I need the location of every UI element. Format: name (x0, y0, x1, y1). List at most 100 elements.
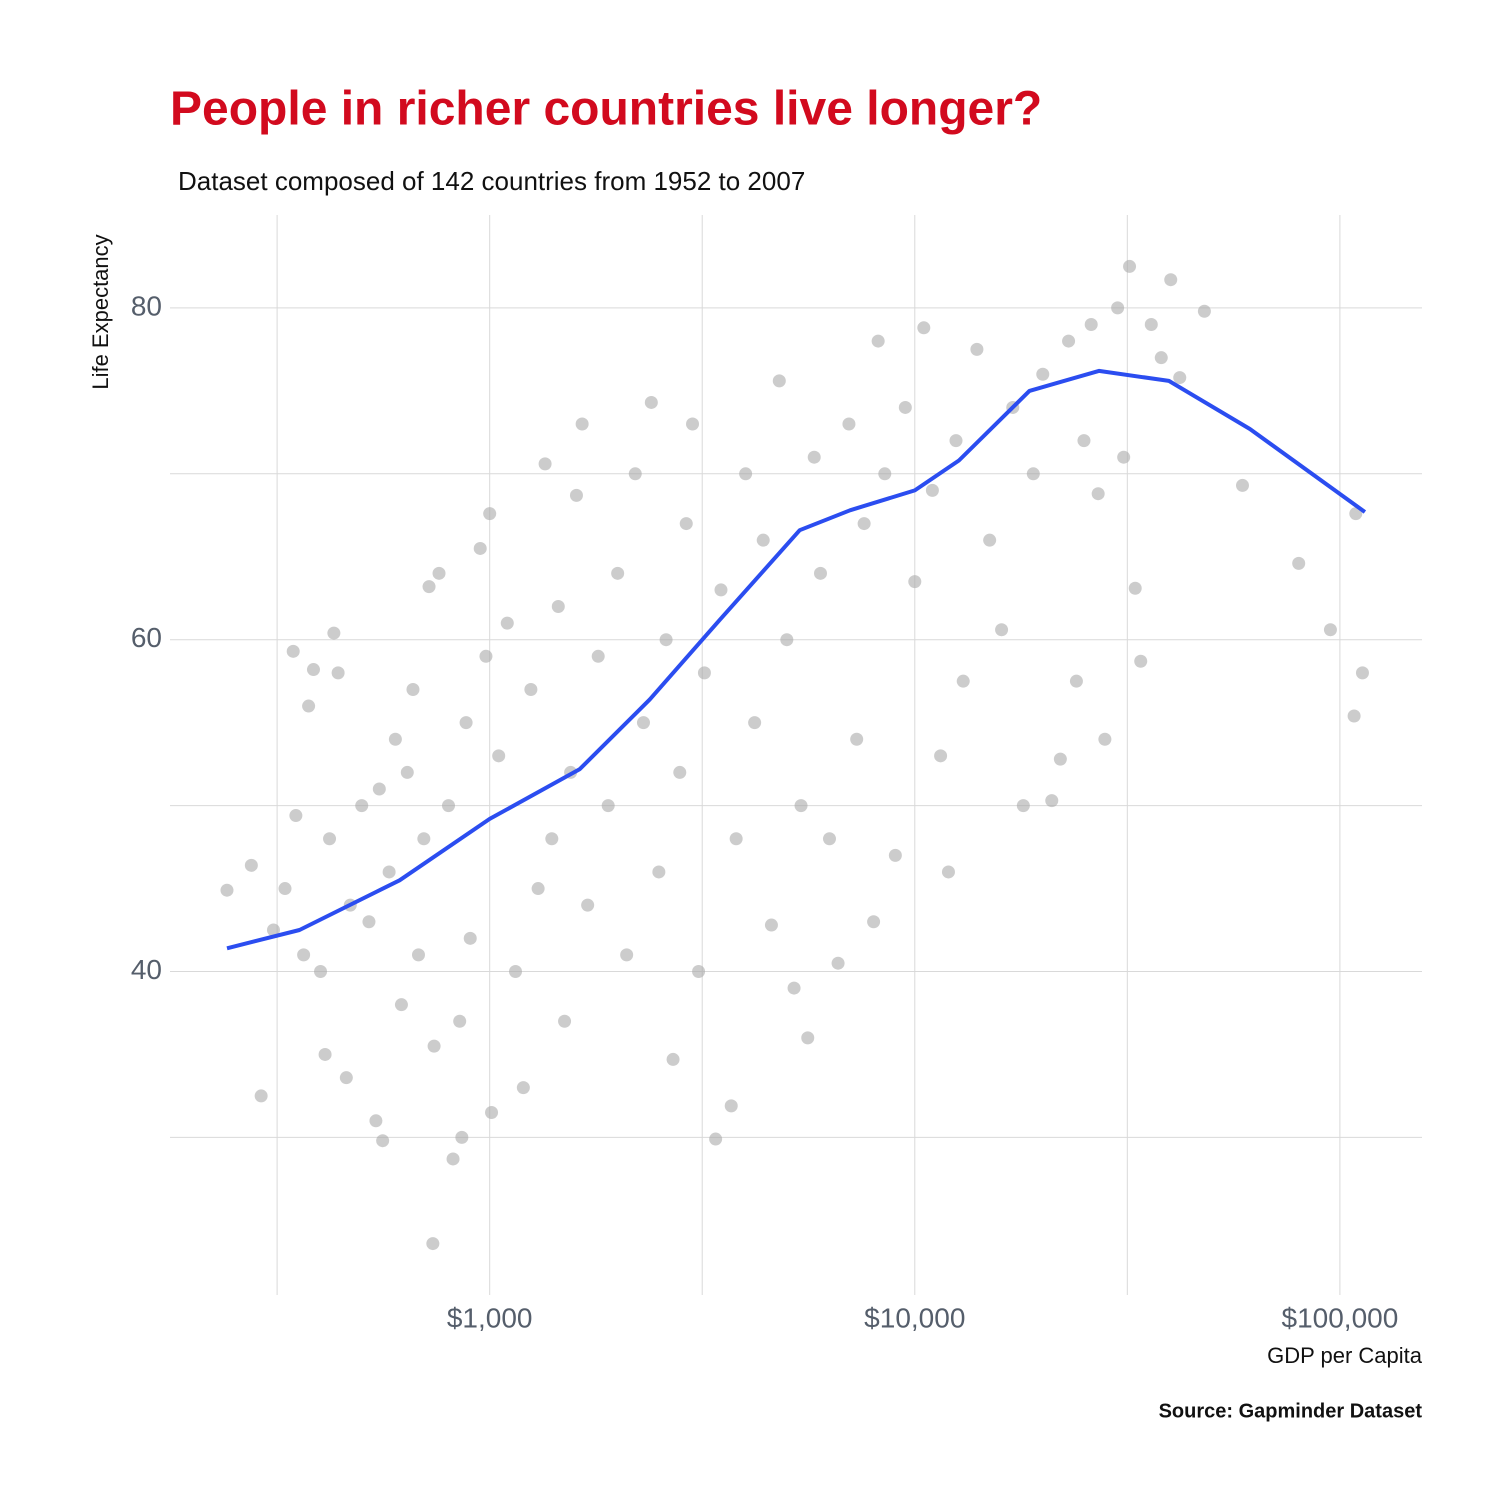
point (908, 575, 922, 589)
point (441, 799, 455, 813)
point (871, 334, 885, 348)
point (1117, 450, 1131, 464)
point (842, 417, 856, 431)
point (983, 533, 997, 547)
point (376, 1134, 390, 1148)
point (867, 915, 881, 929)
point (1053, 752, 1067, 766)
point (1016, 799, 1030, 813)
point (714, 583, 728, 597)
point (898, 400, 912, 414)
point (314, 964, 328, 978)
point (244, 858, 258, 872)
chart-title: People in richer countries live longer? (170, 83, 1042, 136)
point (970, 342, 984, 356)
point (446, 1152, 460, 1166)
point (850, 732, 864, 746)
point (1347, 709, 1361, 723)
point (455, 1130, 469, 1144)
point (807, 450, 821, 464)
point (1111, 301, 1125, 315)
point (888, 848, 902, 862)
point (1323, 623, 1337, 637)
points (220, 259, 1369, 1251)
point (545, 832, 559, 846)
point (1091, 487, 1105, 501)
point (756, 533, 770, 547)
point (659, 633, 673, 647)
point (1123, 259, 1137, 273)
point (956, 674, 970, 688)
point (426, 1237, 440, 1251)
point (508, 964, 522, 978)
point (331, 666, 345, 680)
x-axis-label: GDP per Capita (1267, 1343, 1423, 1368)
point (339, 1071, 353, 1085)
point (355, 799, 369, 813)
point (764, 918, 778, 932)
point (934, 749, 948, 763)
point (644, 395, 658, 409)
point (1036, 367, 1050, 381)
point (459, 716, 473, 730)
point (538, 457, 552, 471)
point (531, 882, 545, 896)
point (417, 832, 431, 846)
point (362, 915, 376, 929)
point (492, 749, 506, 763)
point (941, 865, 955, 879)
point (679, 517, 693, 531)
point (327, 626, 341, 640)
point (1355, 666, 1369, 680)
point (1235, 478, 1249, 492)
point (1069, 674, 1083, 688)
point (729, 832, 743, 846)
point (857, 517, 871, 531)
point (772, 374, 786, 388)
point (878, 467, 892, 481)
point (794, 799, 808, 813)
y-axis-label: Life Expectancy (88, 234, 113, 389)
point (323, 832, 337, 846)
point (1197, 304, 1211, 318)
y-tick-label: 80 (131, 290, 162, 321)
point (831, 956, 845, 970)
point (813, 566, 827, 580)
point (1134, 654, 1148, 668)
trend-line (226, 368, 1367, 951)
point (483, 507, 497, 521)
point (1098, 732, 1112, 746)
point (1128, 581, 1142, 595)
point (581, 898, 595, 912)
x-tick-label: $1,000 (447, 1302, 533, 1333)
point (297, 948, 311, 962)
point (318, 1047, 332, 1061)
point (652, 865, 666, 879)
point (427, 1039, 441, 1053)
point (636, 716, 650, 730)
point (575, 417, 589, 431)
point (254, 1089, 268, 1103)
point (995, 623, 1009, 637)
point (500, 616, 514, 630)
point (686, 417, 700, 431)
point (453, 1014, 467, 1028)
point (463, 931, 477, 945)
point (1173, 371, 1187, 385)
caption: Source: Gapminder Dataset (1159, 1400, 1423, 1422)
x-tick-label: $10,000 (864, 1302, 965, 1333)
point (1062, 334, 1076, 348)
point (1349, 507, 1363, 521)
point (382, 865, 396, 879)
point (1084, 317, 1098, 331)
point (411, 948, 425, 962)
point (724, 1099, 738, 1113)
point (787, 981, 801, 995)
point (372, 782, 386, 796)
point (473, 541, 487, 555)
point (422, 580, 436, 594)
point (822, 832, 836, 846)
point (666, 1052, 680, 1066)
point (400, 765, 414, 779)
